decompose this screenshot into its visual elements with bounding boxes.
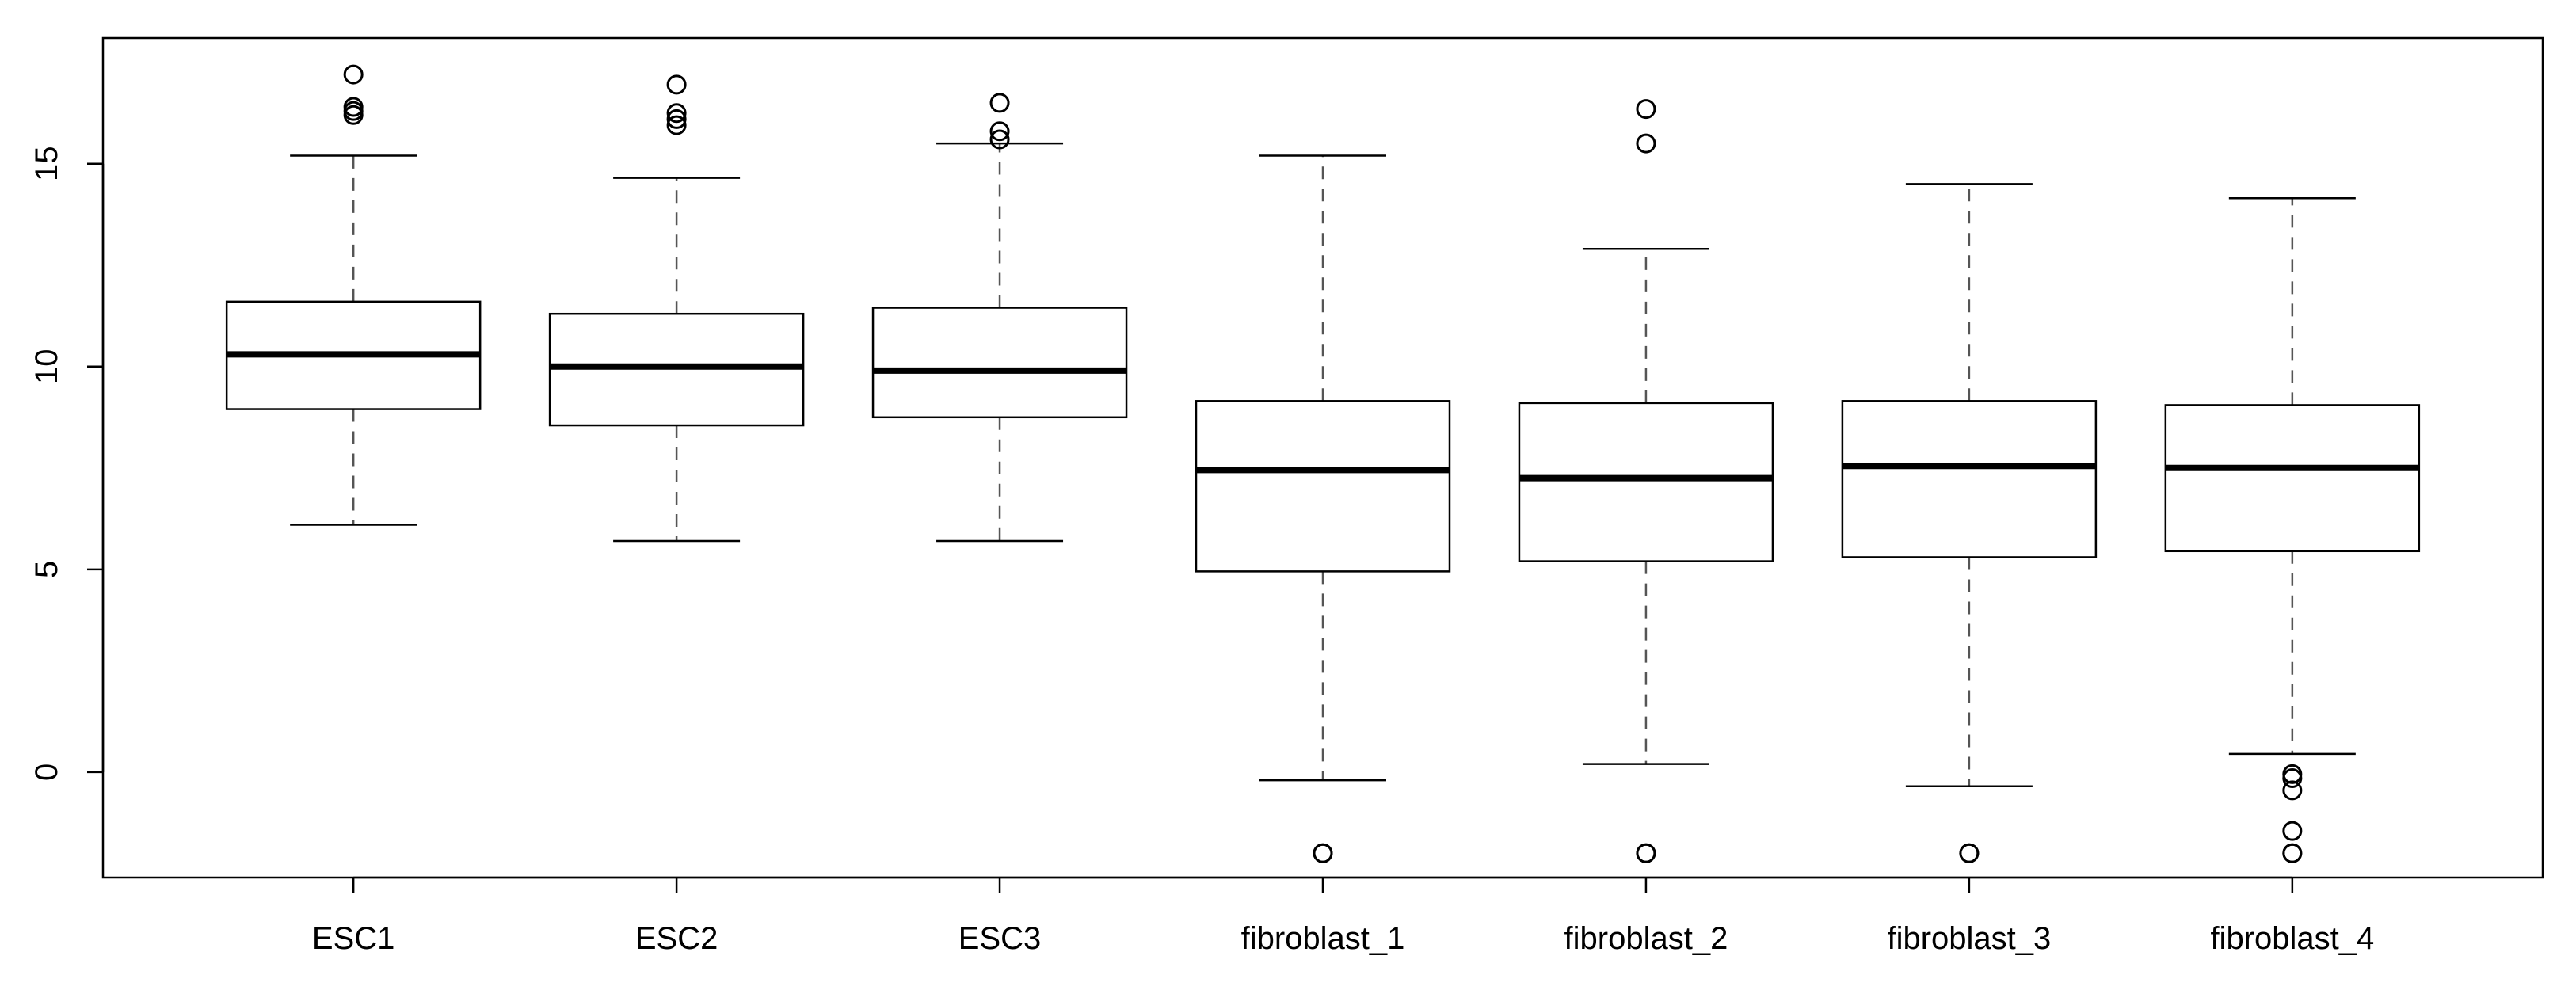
box-group xyxy=(1518,99,1774,863)
box-group xyxy=(225,64,482,526)
outlier-point xyxy=(989,121,1010,142)
y-tick-label: 10 xyxy=(29,349,64,385)
outlier-point xyxy=(1636,99,1656,120)
y-axis: 0 5 10 15 xyxy=(29,146,105,781)
x-tick-label: ESC2 xyxy=(635,921,718,956)
outlier-point xyxy=(666,115,687,135)
box-group xyxy=(548,74,805,543)
outlier-point xyxy=(343,97,364,117)
outlier-point xyxy=(989,93,1010,113)
iqr-box xyxy=(1841,400,2098,558)
x-tick-label: fibroblast_2 xyxy=(1564,921,1728,956)
box-group xyxy=(2164,197,2421,863)
outlier-point xyxy=(2282,843,2303,863)
outlier-point xyxy=(1313,843,1333,863)
outlier-point xyxy=(989,129,1010,150)
outlier-point xyxy=(1959,843,1980,863)
outlier-point xyxy=(1636,843,1656,863)
x-tick-label: ESC3 xyxy=(958,921,1042,956)
y-tick-label: 0 xyxy=(29,764,64,781)
box-group xyxy=(1841,183,2098,863)
x-tick-label: fibroblast_3 xyxy=(1887,921,2051,956)
box-group xyxy=(871,93,1128,543)
outlier-point xyxy=(343,64,364,85)
iqr-box xyxy=(2164,404,2421,553)
outlier-point xyxy=(666,109,687,129)
outlier-point xyxy=(2282,821,2303,841)
outlier-point xyxy=(1636,133,1656,154)
y-tick-label: 15 xyxy=(29,146,64,181)
x-axis: ESC1 ESC2 ESC3 fibroblast_1 fibroblast_2 fibr… xyxy=(312,876,2374,956)
boxes xyxy=(225,64,2421,863)
outlier-point xyxy=(666,103,687,124)
outlier-point xyxy=(2282,764,2303,784)
x-tick-label: ESC1 xyxy=(312,921,395,956)
box-group xyxy=(1195,154,1451,863)
outlier-point xyxy=(343,101,364,121)
iqr-box xyxy=(1195,400,1451,573)
iqr-box xyxy=(871,307,1128,419)
outlier-point xyxy=(666,74,687,95)
x-tick-label: fibroblast_1 xyxy=(1241,921,1405,956)
x-tick-label: fibroblast_4 xyxy=(2210,921,2374,956)
y-tick-label: 5 xyxy=(29,561,64,578)
outlier-point xyxy=(2282,780,2303,801)
outlier-point xyxy=(2282,768,2303,789)
iqr-box xyxy=(1518,402,1774,562)
